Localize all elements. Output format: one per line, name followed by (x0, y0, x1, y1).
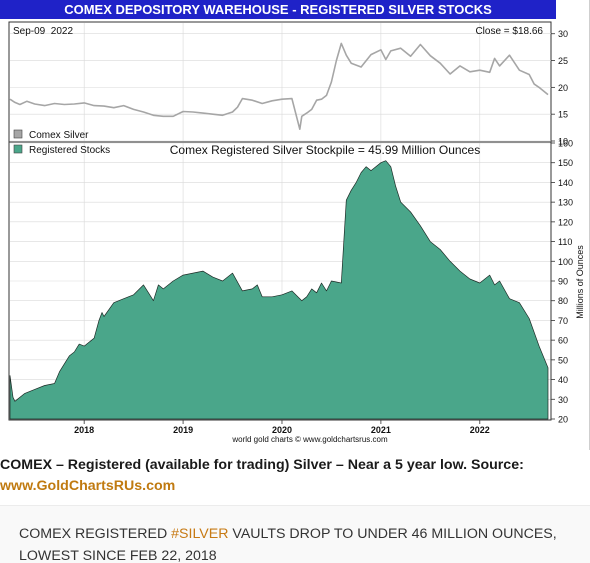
stocks-tick-label: 130 (558, 198, 573, 208)
stocks-tick-label: 60 (558, 336, 568, 346)
stocks-tick-label: 110 (558, 237, 572, 247)
quote-before: COMEX REGISTERED (19, 526, 172, 542)
year-tick-label: 2018 (74, 425, 94, 435)
chart-frame: COMEX DEPOSITORY WAREHOUSE - REGISTERED … (0, 0, 590, 450)
stocks-tick-label: 100 (558, 257, 573, 267)
price-line-group (9, 42, 549, 130)
year-axis: 2018 2019 2020 2021 2022 (74, 420, 490, 435)
stockpile-title: Comex Registered Silver Stockpile = 45.9… (170, 143, 480, 157)
stocks-tick-label: 160 (558, 139, 573, 149)
price-axis: 10 15 20 25 30 (551, 29, 568, 147)
chart-title-banner (0, 0, 556, 19)
chart-footer: world gold charts © www.goldchartsrus.co… (231, 435, 388, 444)
year-tick-label: 2021 (371, 425, 391, 435)
price-tick-label: 20 (558, 83, 568, 93)
year-tick-label: 2019 (173, 425, 193, 435)
silver-hashtag-link[interactable]: #SILVER (171, 526, 229, 542)
legend-stocks-swatch (13, 144, 23, 154)
stocks-tick-label: 20 (558, 415, 568, 425)
legend-silver-swatch (13, 129, 23, 139)
year-tick-label: 2022 (470, 425, 490, 435)
caption-source-link[interactable]: www.GoldChartsRUs.com (0, 478, 176, 494)
legend-stocks-label: Registered Stocks (29, 145, 110, 156)
silver-stocks-chart: COMEX DEPOSITORY WAREHOUSE - REGISTERED … (0, 0, 585, 444)
stocks-tick-label: 50 (558, 355, 568, 365)
stocks-tick-label: 30 (558, 395, 568, 405)
stocks-tick-label: 90 (558, 277, 568, 287)
stocks-axis: 20 30 40 50 60 70 80 90 100 110 120 130 140 150 160 (551, 139, 573, 425)
silver-price-line (9, 42, 549, 130)
price-tick-label: 10 (558, 137, 568, 147)
chart-title: COMEX DEPOSITORY WAREHOUSE - REGISTERED … (64, 2, 492, 17)
year-tick-label: 2020 (272, 425, 292, 435)
close-label: Close = $18.66 (475, 26, 543, 37)
price-panel (8, 21, 552, 143)
caption: COMEX – Registered (available for tradin… (0, 455, 590, 497)
stocks-area-group (9, 160, 549, 420)
date-label: Sep-09 2022 (13, 26, 73, 37)
stocks-tick-label: 150 (558, 158, 573, 168)
quote-text: COMEX REGISTERED #SILVER VAULTS DROP TO … (19, 523, 579, 563)
price-tick-label: 25 (558, 56, 568, 66)
stocks-tick-label: 120 (558, 217, 573, 227)
quote-after: VAULTS DROP TO UNDER 46 MILLION OUNCES, … (19, 526, 557, 563)
stocks-tick-label: 70 (558, 316, 568, 326)
caption-text: COMEX – Registered (available for tradin… (0, 457, 524, 473)
y-axis-label: Millions of Ounces (575, 245, 585, 319)
legend-silver-label: Comex Silver (29, 130, 89, 141)
price-tick-label: 15 (558, 110, 568, 120)
price-grid (10, 23, 551, 142)
stocks-tick-label: 140 (558, 178, 573, 188)
stocks-tick-label: 80 (558, 296, 568, 306)
quote-box: COMEX REGISTERED #SILVER VAULTS DROP TO … (0, 505, 590, 563)
stocks-tick-label: 40 (558, 375, 568, 385)
price-tick-label: 30 (558, 29, 568, 39)
registered-stocks-area (9, 160, 549, 420)
